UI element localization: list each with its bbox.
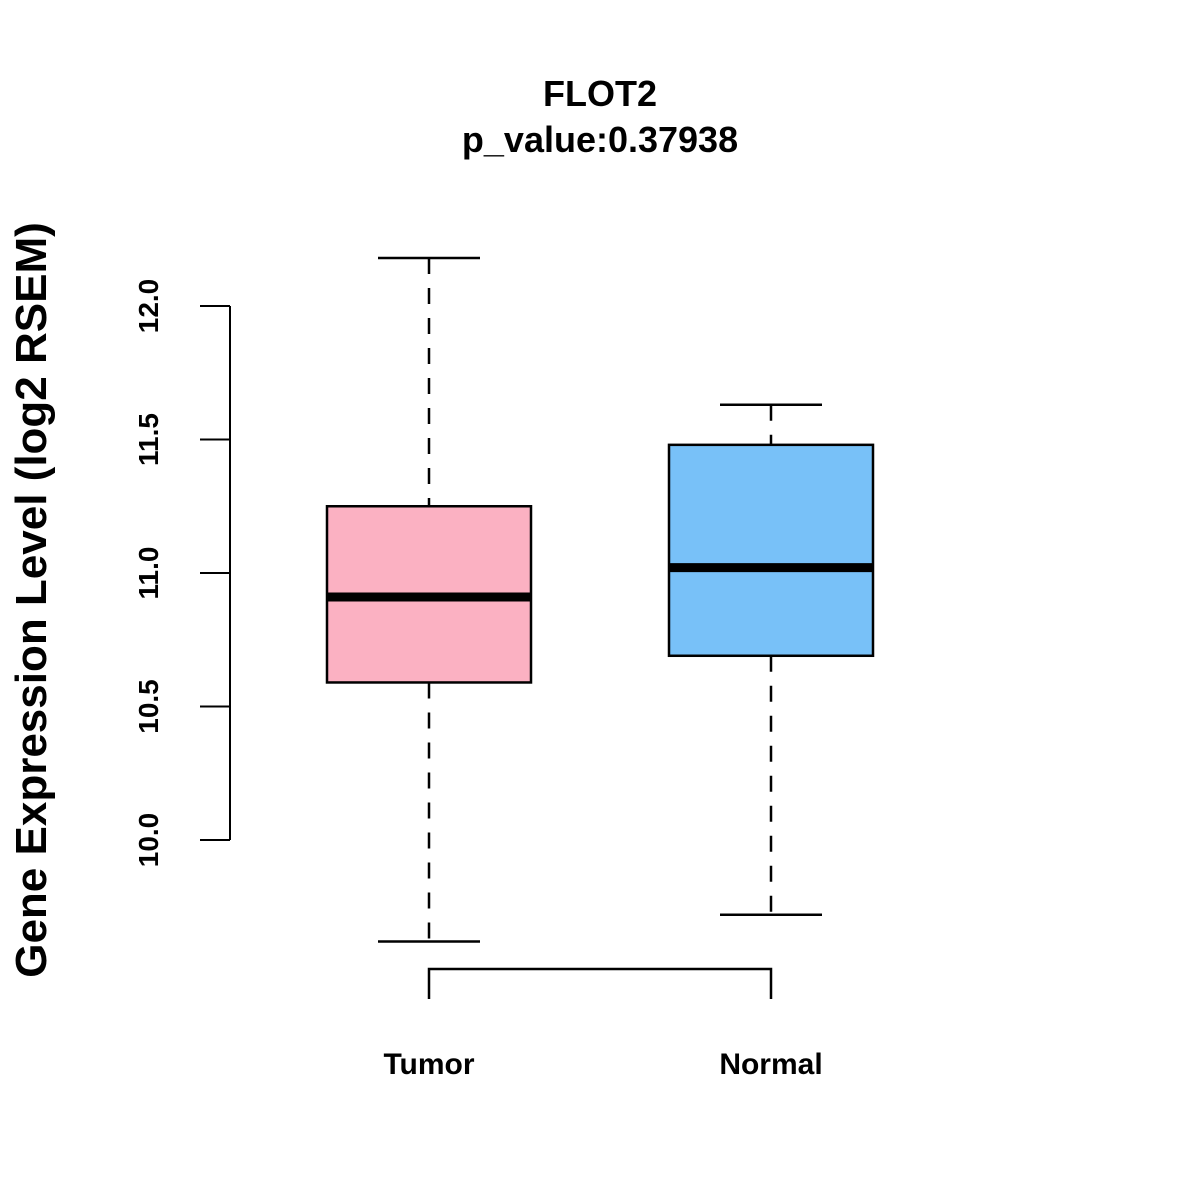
y-tick-label: 12.0 [133,279,164,334]
comparison-bracket-group [427,967,773,999]
y-tick-label: 11.0 [133,547,164,600]
iqr-box [667,443,875,658]
category-labels: Tumor Normal [383,1048,822,1081]
y-tick-label: 11.5 [133,413,164,466]
y-axis-label: Gene Expression Level (log2 RSEM) [7,222,56,978]
chart-subtitle: p_value:0.37938 [462,119,738,160]
category-label-normal: Normal [719,1048,822,1081]
chart-title: FLOT2 [543,73,657,114]
boxes-group [325,256,875,943]
box-tumor [325,256,533,943]
y-axis: 10.0 10.5 11.0 11.5 12.0 [133,279,231,868]
comparison-bracket [427,967,773,999]
box-normal [667,403,875,917]
y-tick-label: 10.5 [133,679,164,734]
y-tick-label: 10.0 [133,813,164,868]
category-label-tumor: Tumor [383,1048,474,1081]
